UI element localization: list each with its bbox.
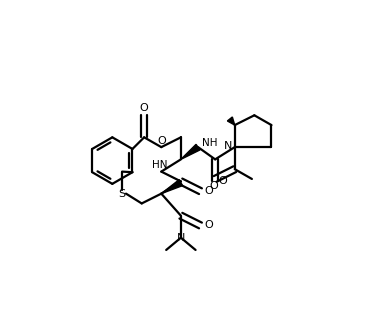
Polygon shape: [227, 117, 235, 125]
Text: O: O: [218, 176, 227, 186]
Text: N: N: [224, 141, 232, 151]
Text: NH: NH: [202, 138, 217, 148]
Polygon shape: [161, 180, 182, 194]
Text: O: O: [158, 136, 166, 146]
Text: O: O: [204, 186, 213, 196]
Text: O: O: [210, 181, 218, 191]
Text: HN: HN: [152, 161, 167, 170]
Text: O: O: [204, 220, 213, 231]
Polygon shape: [181, 144, 200, 159]
Text: S: S: [119, 189, 126, 199]
Text: N: N: [177, 233, 185, 243]
Text: O: O: [140, 103, 149, 114]
